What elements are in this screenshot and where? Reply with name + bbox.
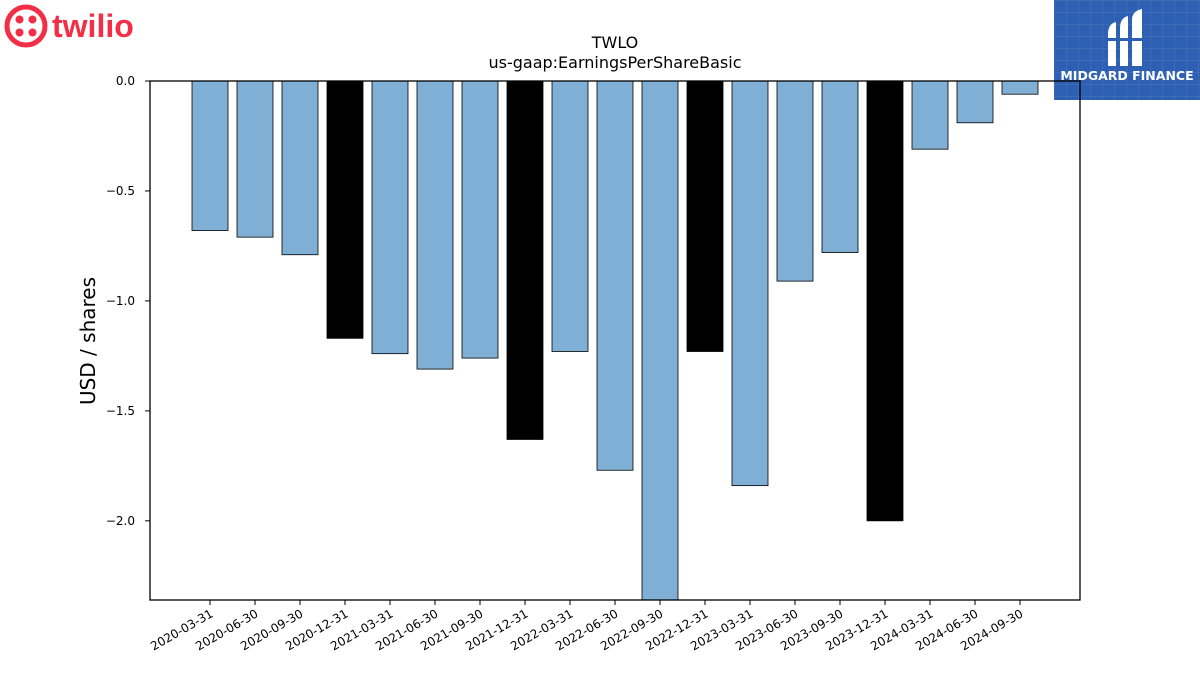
bar-2024-06-30 <box>956 80 994 124</box>
bar-2021-06-30 <box>416 80 454 370</box>
bar-series <box>191 80 1039 601</box>
bar-2022-09-30 <box>641 80 679 601</box>
bar-2024-09-30 <box>1001 80 1039 95</box>
bar-2021-12-31 <box>506 80 544 440</box>
midgard-finance-logo: MIDGARD FINANCE <box>1054 0 1200 100</box>
chart-subtitle: us-gaap:EarningsPerShareBasic <box>488 53 741 72</box>
bar-2020-09-30 <box>281 80 319 256</box>
midgard-finance-name: MIDGARD FINANCE <box>1060 68 1194 83</box>
twilio-wordmark: twilio <box>52 8 134 44</box>
bar-2022-06-30 <box>596 80 634 471</box>
bar-2023-09-30 <box>821 80 859 253</box>
twilio-logo: twilio <box>4 4 154 48</box>
y-tick-label: −2.0 <box>106 514 135 528</box>
bar-2021-03-31 <box>371 80 409 355</box>
bar-2024-03-31 <box>911 80 949 150</box>
x-axis-ticks: 2020-03-312020-06-302020-09-302020-12-31… <box>148 600 1026 653</box>
bar-2020-06-30 <box>236 80 274 238</box>
y-axis-ticks: 0.0 −0.5 −1.0 −1.5 −2.0 <box>106 74 150 528</box>
plot-frame <box>149 80 1081 601</box>
bar-2023-06-30 <box>776 80 814 282</box>
bar-2022-12-31 <box>686 80 724 352</box>
y-tick-label: −1.0 <box>106 294 135 308</box>
bar-2020-03-31 <box>191 80 229 231</box>
y-axis-label: USD / shares <box>76 277 100 405</box>
bar-2020-12-31 <box>326 80 364 339</box>
chart-title: TWLO <box>591 33 639 52</box>
bar-2023-03-31 <box>731 80 769 487</box>
y-tick-label: −0.5 <box>106 184 135 198</box>
bar-2022-03-31 <box>551 80 589 352</box>
y-tick-label: −1.5 <box>106 404 135 418</box>
y-tick-label: 0.0 <box>116 74 135 88</box>
bar-2021-09-30 <box>461 80 499 359</box>
bar-2023-12-31 <box>866 80 904 522</box>
midgard-mark-icon <box>1106 9 1144 66</box>
